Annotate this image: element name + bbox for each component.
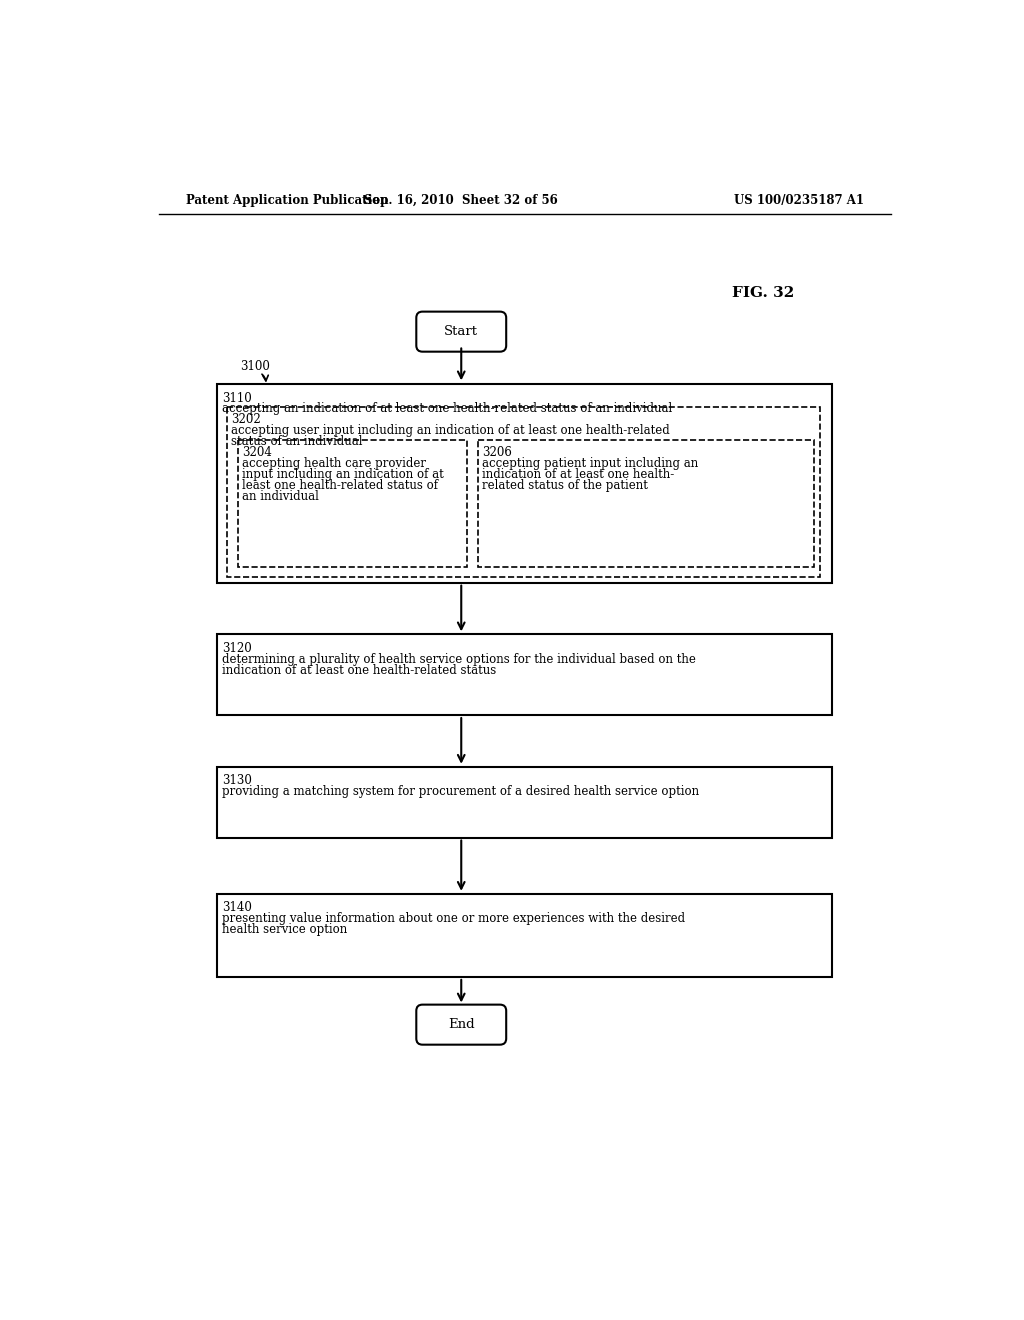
Text: FIG. 32: FIG. 32 — [732, 286, 795, 300]
Bar — [217, 384, 831, 582]
Text: US 100/0235187 A1: US 100/0235187 A1 — [734, 194, 864, 207]
Text: Start: Start — [444, 325, 478, 338]
Bar — [217, 635, 831, 715]
Text: related status of the patient: related status of the patient — [482, 479, 648, 492]
Bar — [238, 441, 467, 568]
Text: Sep. 16, 2010  Sheet 32 of 56: Sep. 16, 2010 Sheet 32 of 56 — [365, 194, 558, 207]
Text: providing a matching system for procurement of a desired health service option: providing a matching system for procurem… — [222, 785, 699, 799]
Text: accepting health care provider: accepting health care provider — [242, 457, 426, 470]
Text: determining a plurality of health service options for the individual based on th: determining a plurality of health servic… — [222, 653, 695, 665]
Bar — [478, 441, 814, 568]
Text: Patent Application Publication: Patent Application Publication — [186, 194, 389, 207]
Text: an individual: an individual — [242, 490, 318, 503]
Text: 3100: 3100 — [241, 360, 270, 372]
Text: 3204: 3204 — [242, 446, 271, 459]
Text: 3130: 3130 — [222, 775, 252, 788]
Text: status of an individual: status of an individual — [231, 434, 362, 447]
Text: 3206: 3206 — [482, 446, 512, 459]
Text: accepting an indication of at least one health-related status of an individual: accepting an indication of at least one … — [222, 403, 672, 416]
FancyBboxPatch shape — [417, 312, 506, 351]
Text: presenting value information about one or more experiences with the desired: presenting value information about one o… — [222, 912, 685, 925]
Text: End: End — [447, 1018, 474, 1031]
Bar — [227, 407, 820, 577]
Bar — [217, 767, 831, 838]
Bar — [217, 894, 831, 977]
Text: least one health-related status of: least one health-related status of — [242, 479, 438, 492]
Text: input including an indication of at: input including an indication of at — [242, 469, 443, 480]
Text: 3202: 3202 — [231, 413, 261, 426]
Text: 3120: 3120 — [222, 642, 252, 655]
Text: accepting user input including an indication of at least one health-related: accepting user input including an indica… — [231, 424, 670, 437]
Text: health service option: health service option — [222, 923, 347, 936]
FancyBboxPatch shape — [417, 1005, 506, 1044]
Text: indication of at least one health-related status: indication of at least one health-relate… — [222, 664, 496, 677]
Text: 3140: 3140 — [222, 902, 252, 915]
Text: 3110: 3110 — [222, 392, 252, 405]
Text: accepting patient input including an: accepting patient input including an — [482, 457, 698, 470]
Text: indication of at least one health-: indication of at least one health- — [482, 469, 675, 480]
